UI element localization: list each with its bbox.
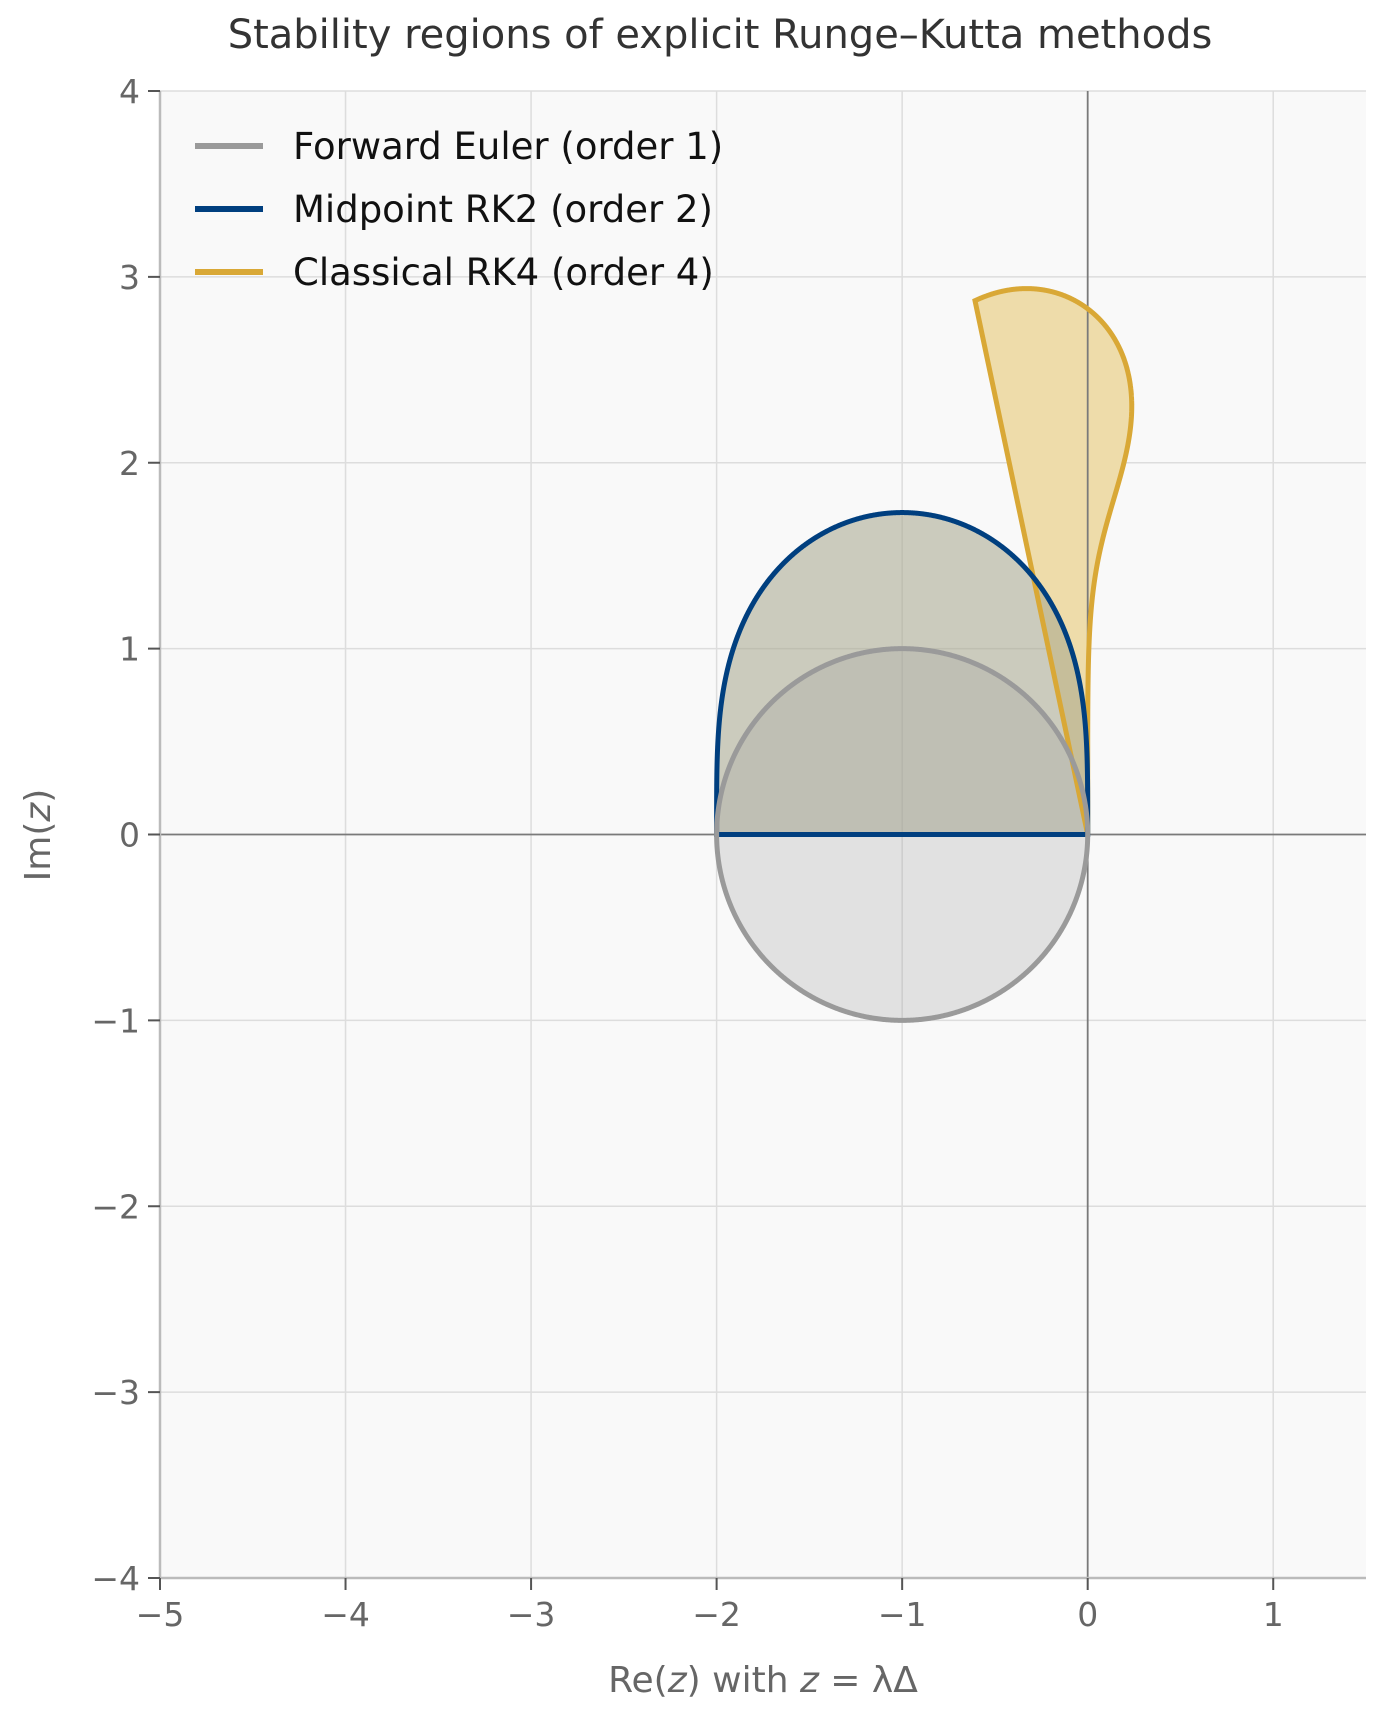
legend-label-euler: Forward Euler (order 1): [293, 125, 723, 168]
stability-boundaries: [714, 286, 1135, 1023]
x-tick-label: −2: [692, 1595, 741, 1634]
x-tick-label: 1: [1263, 1595, 1284, 1634]
y-tick-label: −2: [91, 1187, 140, 1226]
y-tick-label: 3: [119, 258, 140, 297]
y-tick-label: 1: [119, 630, 140, 669]
rk2-region-fill: [716, 512, 1088, 835]
y-tick-label: 4: [119, 72, 140, 111]
x-tick-label: 0: [1077, 1595, 1098, 1634]
x-tick-label: −3: [507, 1595, 556, 1634]
x-tick-label: −5: [136, 1595, 185, 1634]
rk2-boundary-line: [714, 510, 1091, 837]
legend: Forward Euler (order 1) Midpoint RK2 (or…: [195, 125, 723, 294]
y-axis-label: Im(z): [18, 789, 59, 882]
y-tick-label: −1: [91, 1001, 140, 1040]
rk4-region-fill: [975, 288, 1132, 835]
x-axis-label: Re(z) with z = λΔ: [608, 1660, 918, 1701]
chart-title: Stability regions of explicit Runge–Kutt…: [228, 12, 1213, 58]
euler-boundary-line: [714, 646, 1091, 1023]
legend-label-rk4: Classical RK4 (order 4): [293, 251, 714, 294]
y-tick-label: −4: [91, 1559, 140, 1598]
y-tick-label: 0: [119, 816, 140, 855]
x-tick-label: −4: [321, 1595, 370, 1634]
legend-label-rk2: Midpoint RK2 (order 2): [293, 188, 713, 231]
y-tick-label: −3: [91, 1373, 140, 1412]
x-ticks: −5 −4 −3 −2 −1 0 1: [136, 1578, 1284, 1634]
rk4-boundary-line: [972, 286, 1135, 836]
y-ticks: −4 −3 −2 −1 0 1 2 3 4: [91, 72, 160, 1598]
y-tick-label: 2: [119, 444, 140, 483]
x-tick-label: −1: [878, 1595, 927, 1634]
